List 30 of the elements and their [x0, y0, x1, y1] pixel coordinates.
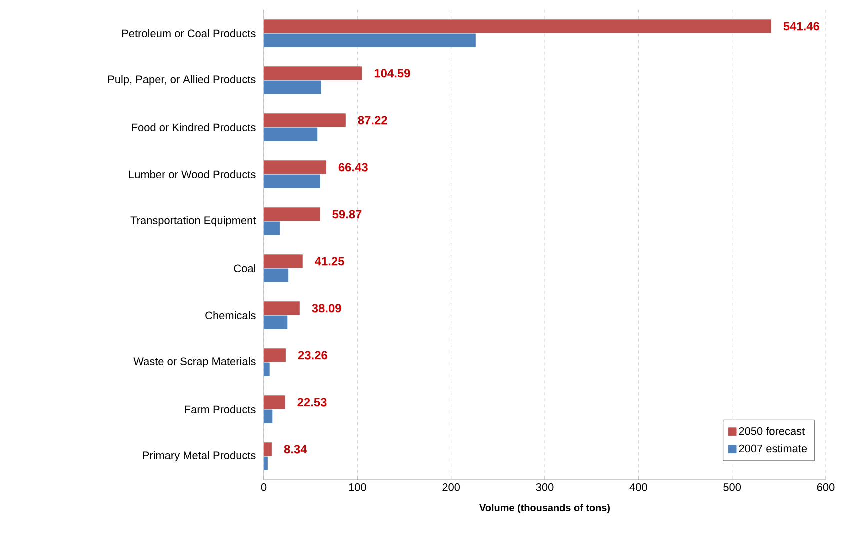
- data-label: 87.22: [358, 116, 388, 125]
- x-tick-label: 0: [261, 484, 267, 492]
- y-tick-label: Lumber or Wood Products: [129, 170, 256, 179]
- x-tick-label: 600: [817, 484, 835, 492]
- data-label: 66.43: [338, 163, 368, 172]
- data-label: 104.59: [374, 69, 410, 78]
- y-tick-label: Chemicals: [206, 311, 256, 320]
- x-tick-label: 500: [724, 484, 742, 492]
- data-label: 8.34: [284, 445, 308, 454]
- x-tick-label: 400: [630, 484, 648, 492]
- y-tick-label: Transportation Equipment: [130, 216, 256, 227]
- legend-label: 2050 forecast: [739, 427, 806, 436]
- legend-label: 2007 estimate: [739, 444, 808, 453]
- data-label: 41.25: [315, 257, 344, 266]
- x-axis-title: Volume (thousands of tons): [480, 504, 610, 514]
- y-tick-label: Primary Metal Products: [143, 451, 256, 462]
- y-tick-label: Coal: [234, 264, 256, 273]
- y-tick-label: Food or Kindred Products: [132, 123, 256, 132]
- x-tick-label: 200: [442, 484, 460, 492]
- y-tick-label: Farm Products: [185, 405, 256, 414]
- data-label: 59.87: [332, 210, 362, 219]
- y-tick-label: Petroleum or Coal Products: [122, 29, 256, 38]
- data-label: 22.53: [298, 398, 327, 407]
- data-label: 541.46: [784, 22, 820, 31]
- y-tick-label: Waste or Scrap Materials: [134, 357, 256, 368]
- data-label: 23.26: [298, 351, 328, 360]
- y-tick-label: Pulp, Paper, or Allied Products: [108, 75, 256, 86]
- x-tick-label: 300: [536, 484, 554, 492]
- data-label: 38.09: [312, 304, 342, 313]
- x-tick-label: 100: [349, 484, 366, 492]
